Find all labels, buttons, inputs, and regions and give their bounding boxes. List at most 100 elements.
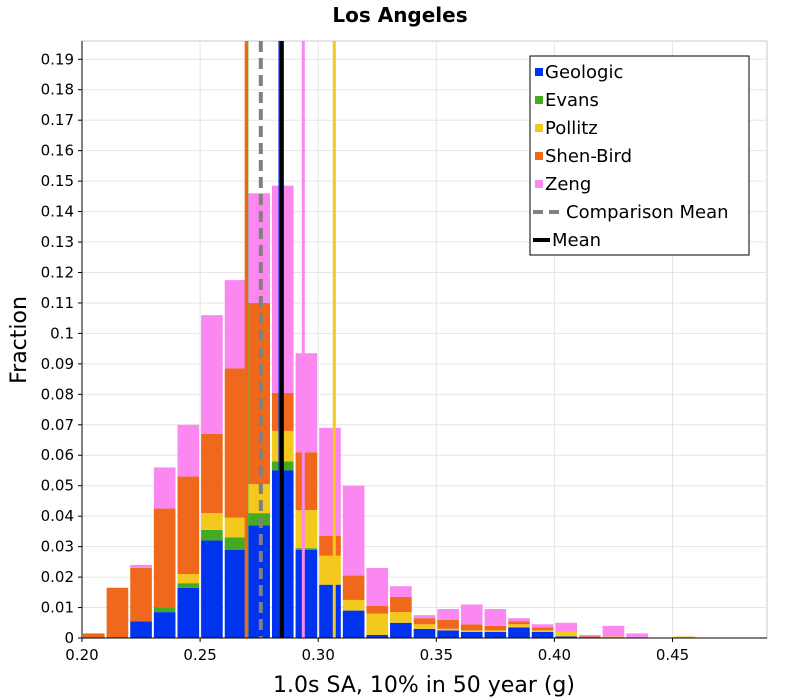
y-tick-label: 0.13 (41, 233, 74, 251)
legend-label: Pollitz (545, 118, 598, 139)
legend-swatch (535, 96, 543, 104)
bar-segment-shen-bird (484, 625, 507, 631)
x-tick-label: 0.35 (420, 646, 453, 664)
legend-swatch (535, 180, 543, 188)
bar-segment-geologic (366, 634, 389, 638)
y-tick-label: 0 (64, 629, 74, 647)
bar-segment-geologic (319, 584, 341, 638)
bar-segment-shen-bird (531, 627, 554, 631)
bar-segment-pollitz (342, 599, 365, 611)
bar-segment-geologic (390, 622, 412, 638)
bar-segment-evans (224, 537, 247, 550)
y-tick-label: 0.07 (41, 416, 74, 434)
bar-segment-pollitz (460, 630, 483, 632)
bar-segment-shen-bird (83, 633, 105, 638)
bar-segment-pollitz (508, 624, 530, 628)
bar-segment-zeng (342, 485, 365, 576)
y-tick-label: 0.09 (41, 355, 74, 373)
bar-segment-shen-bird (177, 476, 200, 575)
bar-segment-geologic (437, 630, 459, 638)
legend-label: Geologic (545, 62, 623, 83)
bar-segment-zeng (177, 424, 200, 477)
y-tick-label: 0.01 (41, 599, 74, 617)
bar-segment-shen-bird (319, 535, 341, 556)
bar-segment-zeng (413, 615, 436, 619)
bar-segment-geologic (153, 612, 176, 638)
bar-segment-pollitz (224, 517, 247, 538)
bar-segment-shen-bird (413, 618, 436, 625)
bar-segment-zeng (224, 280, 247, 369)
bar-segment-pollitz (413, 624, 436, 629)
legend-label: Evans (545, 90, 599, 111)
y-tick-label: 0.15 (41, 172, 74, 190)
bar-segment-shen-bird (130, 567, 152, 622)
bar-segment-geologic (130, 621, 152, 638)
bar-segment-pollitz (319, 555, 341, 585)
legend-swatch (535, 152, 543, 160)
bar-segment-geologic (508, 627, 530, 638)
bar-segment-evans (177, 583, 200, 588)
bar-segment-geologic (177, 587, 200, 638)
bar-segment-shen-bird (342, 575, 365, 600)
y-tick-label: 0.06 (41, 446, 74, 464)
bar-segment-pollitz (177, 574, 200, 584)
bar-segment-evans (295, 548, 318, 550)
bar-segment-pollitz (366, 613, 389, 635)
y-axis-title: Fraction (7, 296, 32, 384)
legend-swatch (535, 124, 543, 132)
bar-segment-geologic (295, 549, 318, 638)
bar-segment-zeng (390, 586, 412, 597)
y-tick-label: 0.14 (41, 203, 74, 221)
bar-segment-shen-bird (295, 452, 318, 511)
bar-segment-geologic (460, 631, 483, 638)
legend: Geologic Evans Pollitz Shen-Bird Zeng Compari… (529, 55, 750, 256)
y-tick-label: 0.19 (41, 50, 74, 68)
bar-segment-geologic (224, 549, 247, 638)
y-tick-label: 0.04 (41, 507, 74, 525)
bar-segment-zeng (201, 315, 223, 434)
bar-segment-zeng (508, 618, 530, 622)
bar-segment-shen-bird (508, 621, 530, 625)
x-tick-label: 0.20 (65, 646, 98, 664)
bar-segment-zeng (319, 427, 341, 536)
y-axis-ticks: 0 0.01 0.02 0.03 0.04 0.05 0.06 0.07 0.08 0.09 0.1… (41, 50, 82, 647)
bar-segment-pollitz (555, 631, 578, 637)
bar-segment-shen-bird (106, 587, 129, 638)
bar-segment-pollitz (201, 513, 223, 530)
y-tick-label: 0.02 (41, 568, 74, 586)
bar-segment-zeng (531, 624, 554, 628)
bar-segment-shen-bird (437, 619, 459, 629)
y-tick-label: 0.16 (41, 142, 74, 160)
y-tick-label: 0.17 (41, 111, 74, 129)
y-tick-label: 0.11 (41, 294, 74, 312)
bar-segment-geologic (201, 540, 223, 638)
bar-segment-geologic (531, 631, 554, 638)
bar-segment-zeng (555, 622, 578, 632)
bar-segment-pollitz (437, 628, 459, 631)
y-tick-label: 0.05 (41, 477, 74, 495)
bar-segment-shen-bird (248, 302, 270, 485)
legend-box (529, 55, 750, 256)
bar-segment-geologic (413, 628, 436, 638)
x-tick-label: 0.40 (538, 646, 571, 664)
x-tick-label: 0.25 (183, 646, 216, 664)
bar-segment-zeng (626, 633, 648, 638)
x-axis-title: 1.0s SA, 10% in 50 year (g) (273, 673, 575, 698)
bar-segment-pollitz (602, 636, 625, 638)
y-tick-label: 0.12 (41, 263, 74, 281)
x-tick-label: 0.45 (656, 646, 689, 664)
bar-segment-shen-bird (460, 624, 483, 631)
bar-segment-pollitz (295, 510, 318, 549)
bar-segment-pollitz (673, 636, 696, 638)
bar-segment-shen-bird (390, 596, 412, 613)
bar-segment-geologic (248, 525, 270, 638)
bar-segment-zeng (602, 625, 625, 637)
bar-segment-zeng (579, 634, 601, 637)
y-tick-label: 0.03 (41, 538, 74, 556)
bar-segment-pollitz (531, 630, 554, 632)
chart-title: Los Angeles (332, 3, 467, 27)
x-axis-ticks: 0.20 0.25 0.30 0.35 0.40 0.45 (65, 638, 689, 664)
bar-segment-zeng (366, 567, 389, 607)
bar-segment-evans (153, 607, 176, 613)
